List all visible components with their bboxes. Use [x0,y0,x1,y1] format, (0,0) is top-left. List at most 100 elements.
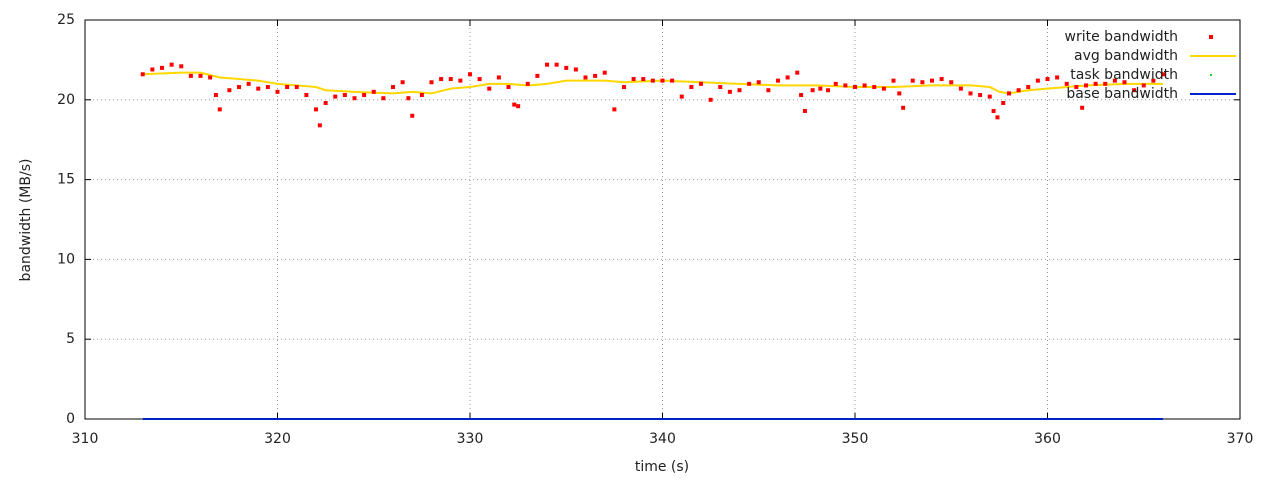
x-tick-label: 320 [264,431,291,447]
point [487,86,492,91]
point [391,85,395,90]
point [169,62,174,67]
point [256,86,261,91]
point [853,85,857,90]
point [833,81,838,86]
point [512,102,517,107]
x-axis-label: time (s) [635,459,689,475]
legend-label: avg bandwidth [1074,48,1178,64]
point [660,78,665,83]
point [901,105,906,110]
x-tick-label: 340 [649,431,676,447]
point [188,73,193,78]
point [949,80,954,85]
point [1055,75,1060,80]
point [747,81,752,86]
point [872,85,877,90]
point [573,67,578,72]
point [381,96,386,101]
point [891,78,896,83]
point [799,93,804,98]
point [564,65,569,70]
x-tick-label: 360 [1034,431,1061,447]
point [246,81,251,86]
point [525,81,530,86]
point [506,85,511,90]
point [862,83,867,88]
x-tick-label: 350 [842,431,869,447]
point [265,85,270,90]
point [1161,72,1165,77]
point [179,64,184,69]
point [930,78,934,83]
point [1080,105,1085,110]
point [448,77,453,82]
point [939,77,944,82]
point [410,113,415,118]
point [516,104,521,109]
point [670,78,675,83]
point [1016,88,1021,93]
point [362,93,367,98]
point [213,93,218,98]
y-axis-label: bandwidth (MB/s) [18,159,34,282]
point [150,67,155,72]
point [217,107,222,112]
point [795,70,800,75]
point [708,97,713,102]
point [439,77,444,82]
point [910,78,915,83]
legend-swatch [1209,35,1213,39]
x-tick-label: 310 [72,431,99,447]
point [314,107,318,112]
point [756,80,761,85]
point [468,72,472,77]
line [142,71,1163,95]
x-tick-label: 330 [457,431,484,447]
point [275,89,280,94]
point [1026,85,1031,90]
point [650,78,655,83]
point [1007,91,1011,96]
point [631,77,636,82]
point [689,85,694,90]
legend-label: base bandwidth [1066,86,1178,102]
point [802,108,807,113]
point [1151,78,1156,83]
point [304,93,309,98]
point [958,86,963,91]
point [897,91,902,96]
point [496,75,501,80]
point [920,80,925,85]
point [285,85,290,90]
point [843,83,848,88]
y-tick-label: 15 [57,172,75,188]
point [317,123,322,128]
point [371,89,376,94]
point [352,96,357,101]
point [429,80,434,85]
point [342,93,347,98]
point [978,93,983,98]
point [612,107,617,112]
point [419,93,424,98]
legend-swatch [1210,74,1212,76]
point [554,62,559,67]
point [1141,83,1146,88]
point [641,77,646,82]
point [333,94,338,99]
point [968,91,973,96]
point [987,94,992,99]
point [718,85,723,90]
point [1112,78,1117,83]
point [160,65,164,70]
point [400,80,405,85]
point [227,88,232,93]
point [1045,77,1050,82]
point [1035,78,1040,83]
point [991,108,996,113]
x-tick-label: 370 [1227,431,1254,447]
point [1064,81,1069,86]
point [602,70,607,75]
y-tick-label: 5 [66,331,75,347]
